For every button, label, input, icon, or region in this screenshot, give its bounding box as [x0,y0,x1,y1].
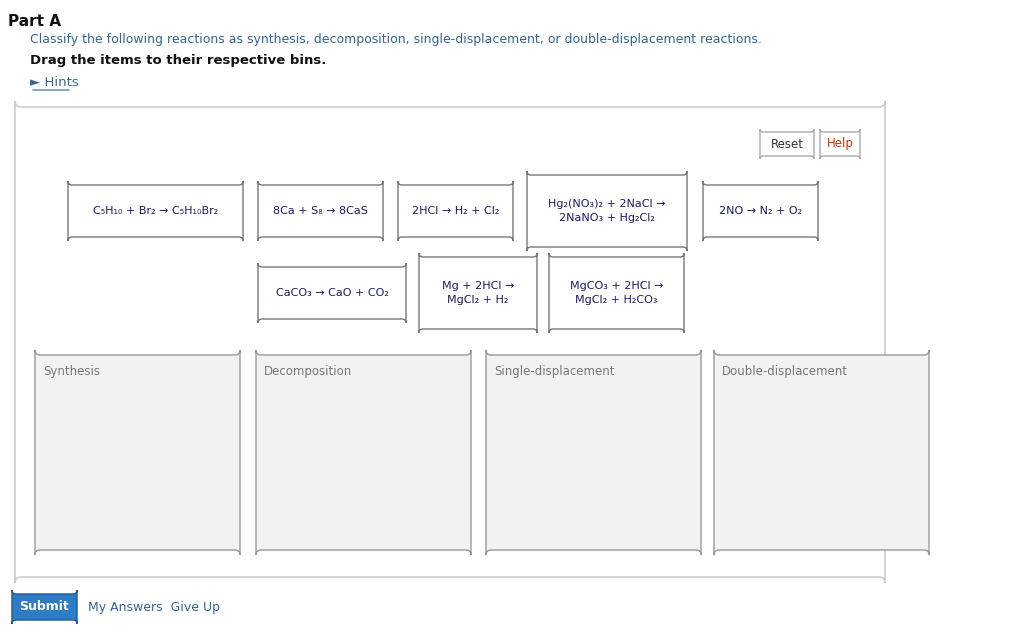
Text: Submit: Submit [19,600,70,614]
FancyBboxPatch shape [256,350,471,555]
FancyBboxPatch shape [527,171,687,251]
Text: MgCO₃ + 2HCl →
MgCl₂ + H₂CO₃: MgCO₃ + 2HCl → MgCl₂ + H₂CO₃ [569,281,664,305]
FancyBboxPatch shape [486,350,701,555]
FancyBboxPatch shape [15,101,885,583]
FancyBboxPatch shape [398,181,513,241]
FancyBboxPatch shape [714,350,929,555]
FancyBboxPatch shape [68,181,243,241]
FancyBboxPatch shape [258,181,383,241]
Text: Mg + 2HCl →
MgCl₂ + H₂: Mg + 2HCl → MgCl₂ + H₂ [441,281,514,305]
Text: Reset: Reset [770,137,804,151]
FancyBboxPatch shape [820,129,860,159]
Text: 2HCl → H₂ + Cl₂: 2HCl → H₂ + Cl₂ [412,206,499,216]
Text: My Answers  Give Up: My Answers Give Up [88,600,220,614]
FancyBboxPatch shape [703,181,818,241]
Text: 2NO → N₂ + O₂: 2NO → N₂ + O₂ [719,206,802,216]
Text: ► Hints: ► Hints [30,76,79,89]
FancyBboxPatch shape [35,350,240,555]
FancyBboxPatch shape [419,253,537,333]
Text: C₅H₁₀ + Br₂ → C₅H₁₀Br₂: C₅H₁₀ + Br₂ → C₅H₁₀Br₂ [93,206,218,216]
FancyBboxPatch shape [549,253,684,333]
Text: Hg₂(NO₃)₂ + 2NaCl →
2NaNO₃ + Hg₂Cl₂: Hg₂(NO₃)₂ + 2NaCl → 2NaNO₃ + Hg₂Cl₂ [548,200,666,223]
FancyBboxPatch shape [258,263,406,323]
Text: Help: Help [826,137,853,151]
Text: Single-displacement: Single-displacement [494,365,614,378]
Text: Synthesis: Synthesis [43,365,100,378]
Text: Part A: Part A [8,14,61,29]
Text: CaCO₃ → CaO + CO₂: CaCO₃ → CaO + CO₂ [275,288,388,298]
FancyBboxPatch shape [760,129,814,159]
FancyBboxPatch shape [12,590,77,624]
Text: Double-displacement: Double-displacement [722,365,848,378]
Text: 8Ca + S₈ → 8CaS: 8Ca + S₈ → 8CaS [273,206,368,216]
Text: Decomposition: Decomposition [264,365,352,378]
Text: Drag the items to their respective bins.: Drag the items to their respective bins. [30,54,327,67]
Text: Classify the following reactions as synthesis, decomposition, single-displacemen: Classify the following reactions as synt… [30,33,762,46]
